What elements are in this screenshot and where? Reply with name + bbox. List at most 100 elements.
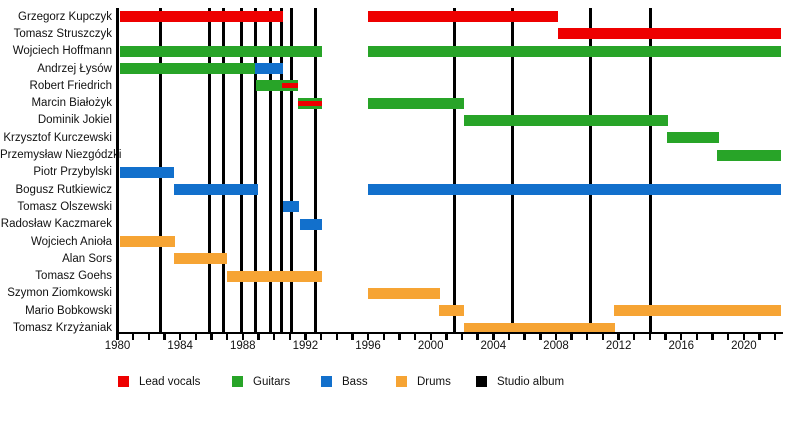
x-axis-tick [601,334,605,340]
x-axis-label: 1992 [292,340,319,352]
x-axis-tick [633,334,636,340]
timeline-bar-lead_vocals [368,11,558,23]
member-name: Wojciech Hoffmann [12,45,112,58]
album-line [279,8,283,333]
album-line [207,8,211,333]
member-name: Grzegorz Kupczyk [18,10,112,23]
member-name: Radosław Kaczmarek [0,218,112,231]
legend-swatch-guitars [232,376,243,387]
timeline-bar-lead_vocals [557,28,782,40]
x-axis-label: 1980 [104,340,131,352]
timeline-bar-guitars [717,149,782,161]
x-axis-tick [194,334,197,340]
timeline-bar-drums [439,305,464,317]
x-axis-tick [225,334,229,340]
x-axis-tick [460,334,464,340]
timeline-bar-bass [255,63,284,75]
timeline-bar-overlay-lead_vocals [298,100,322,106]
x-axis-tick [272,334,276,340]
timeline-bar-guitars [463,114,668,126]
x-axis-tick [617,334,620,340]
member-name: Dominik Jokiel [37,114,112,127]
member-name: Krzysztof Kurczewski [3,131,112,144]
album-line [269,8,273,333]
legend-swatch-drums [396,376,407,387]
x-axis-tick [413,334,417,340]
member-name: Mario Bobkowski [25,304,112,317]
legend-label: Drums [417,376,451,388]
x-axis-tick [586,334,589,340]
x-axis-tick [147,334,150,340]
x-axis-baseline [116,331,783,334]
x-axis-tick [758,334,761,340]
member-name: Tomasz Krzyżaniak [12,322,112,335]
y-axis-line [116,8,119,333]
x-axis-tick [163,334,166,340]
x-axis-tick [727,334,730,340]
x-axis-label: 2004 [480,340,507,352]
x-axis-tick [680,334,683,340]
x-axis-tick [507,334,511,340]
x-axis-label: 1984 [167,340,193,352]
x-axis-tick [335,334,338,340]
album-line [453,8,457,333]
x-axis-tick [210,334,213,340]
x-axis-tick [429,334,432,340]
album-line [253,8,257,333]
album-line [510,8,514,333]
timeline-bar-overlay-lead_vocals [281,83,299,89]
x-axis-label: 2012 [605,340,632,352]
x-axis-tick [351,334,354,340]
timeline-bar-guitars [119,63,256,75]
legend-swatch-album_line [476,376,487,387]
album-line [588,8,592,333]
x-axis-tick [116,334,119,340]
album-line [239,8,243,333]
timeline-bar-lead_vocals [119,11,284,23]
member-name: Andrzej Łysów [37,62,112,75]
timeline-bar-drums [227,270,322,282]
x-axis-label: 2000 [417,340,444,352]
x-axis-tick [570,334,573,340]
x-axis-tick [445,334,448,340]
x-axis-tick [492,334,495,340]
x-axis-tick [304,334,307,340]
x-axis-tick [523,334,526,340]
member-name: Przemysław Niezgódzki [0,149,122,162]
timeline-bar-guitars [667,132,719,144]
legend-label: Studio album [497,376,565,388]
x-axis-label: 1996 [355,340,381,352]
member-name: Wojciech Anioła [31,235,112,248]
member-name: Robert Friedrich [29,79,112,92]
legend-label: Bass [342,376,368,388]
x-axis-tick [319,334,323,340]
x-axis-tick [288,334,291,340]
member-name: Bogusz Rutkiewicz [15,183,112,196]
x-axis-tick [382,334,385,340]
x-axis-tick [366,334,370,340]
album-line [289,8,293,333]
timeline-bar-bass [368,184,782,196]
x-axis-tick [554,334,558,340]
x-axis-label: 2020 [731,340,757,352]
legend-swatch-bass [321,376,332,387]
x-axis-label: 2016 [668,340,695,352]
timeline-bar-guitars [256,80,299,92]
member-name: Tomasz Goehs [35,270,112,283]
timeline-bar-drums [368,287,441,299]
member-name: Tomasz Olszewski [17,200,112,213]
x-axis-label: 2008 [543,340,569,352]
x-axis-tick [476,334,479,340]
album-line [314,8,318,333]
member-name: Tomasz Struszczyk [13,27,112,40]
x-axis-tick [539,334,542,340]
timeline-bar-guitars [119,45,322,57]
member-name: Piotr Przybylski [33,166,112,179]
timeline-bar-bass [283,201,300,213]
timeline-bar-drums [173,253,228,265]
legend-label: Guitars [253,376,291,388]
timeline-bar-bass [173,184,259,196]
x-axis-tick [664,334,667,340]
x-axis-tick [178,334,182,340]
